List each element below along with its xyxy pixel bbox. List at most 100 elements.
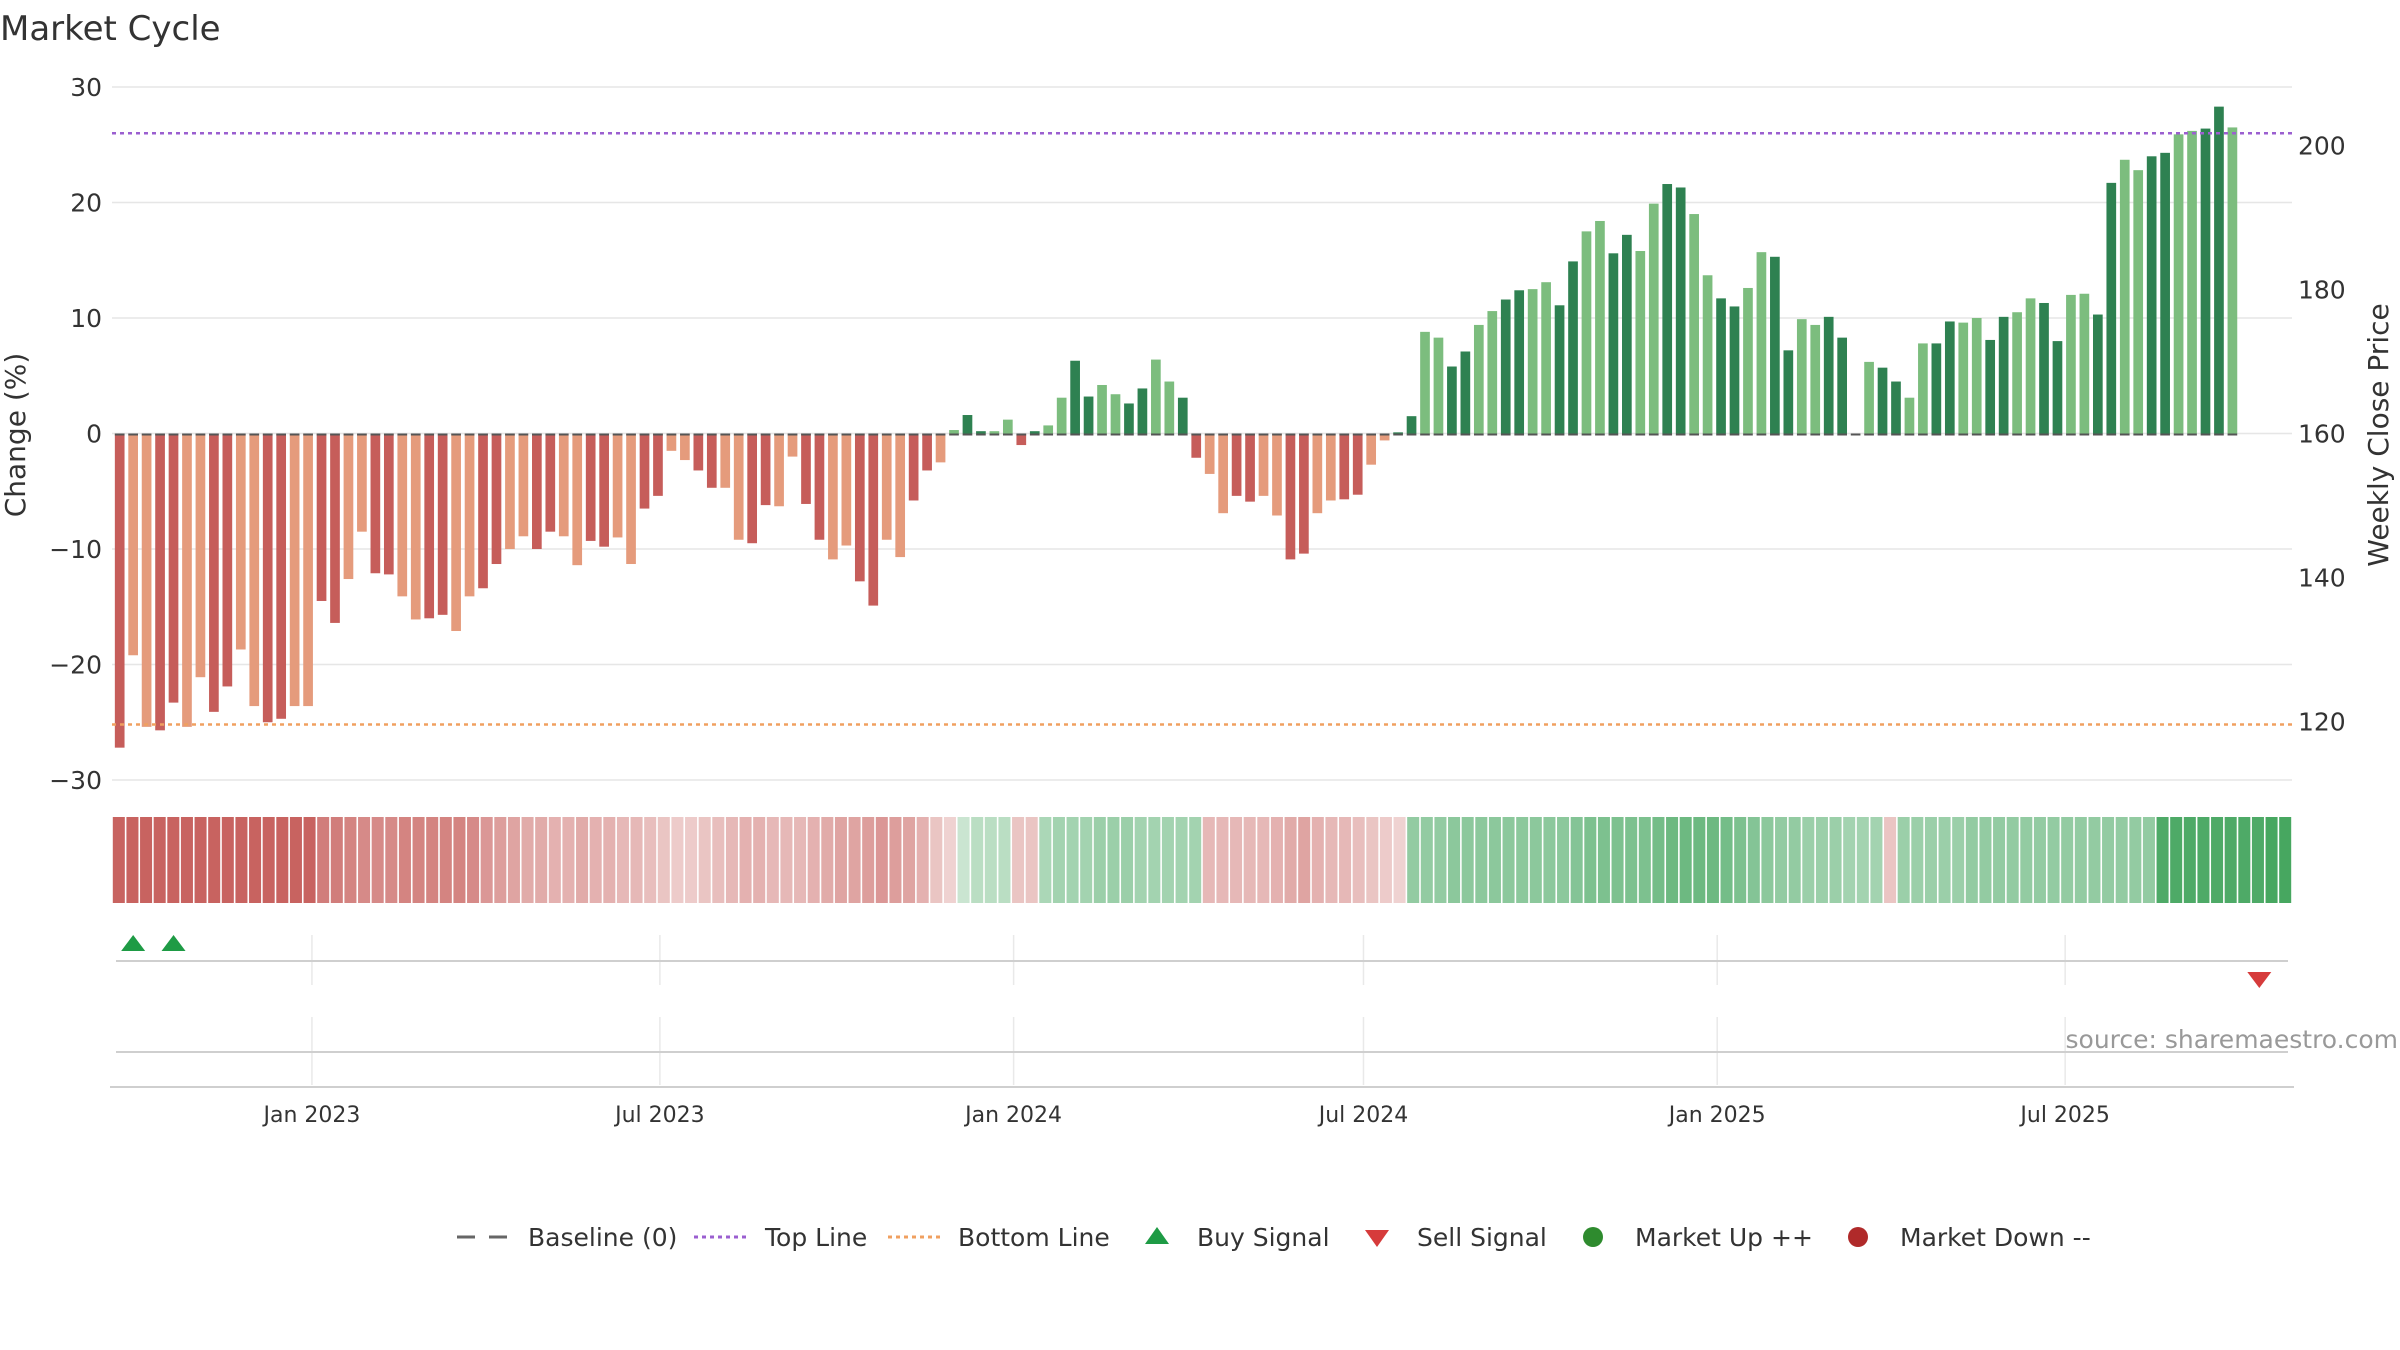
regime-cell bbox=[1884, 817, 1897, 903]
change-bar bbox=[1433, 337, 1444, 434]
regime-cell bbox=[1529, 817, 1542, 903]
change-bar bbox=[1366, 433, 1377, 465]
regime-cell bbox=[480, 817, 493, 903]
regime-cell bbox=[2251, 817, 2264, 903]
change-bar bbox=[1393, 432, 1403, 434]
left-y-axis: −30 −20 −10 0 10 20 30 bbox=[49, 73, 102, 795]
change-bar bbox=[626, 433, 636, 565]
change-bar bbox=[760, 433, 771, 506]
reference-lines bbox=[112, 131, 2292, 726]
change-bar bbox=[1231, 433, 1242, 496]
regime-cell bbox=[644, 817, 657, 903]
change-bar bbox=[1164, 381, 1175, 434]
regime-cell bbox=[862, 817, 875, 903]
change-bar bbox=[1325, 433, 1336, 501]
regime-cell bbox=[848, 817, 861, 903]
change-bar bbox=[1689, 214, 1699, 434]
change-bar bbox=[303, 433, 313, 707]
change-bar bbox=[1420, 331, 1430, 434]
regime-cell bbox=[2197, 817, 2210, 903]
regime-cell bbox=[1965, 817, 1978, 903]
regime-cell bbox=[1829, 817, 1842, 903]
sell-signal-marker bbox=[2247, 972, 2272, 988]
regime-cell bbox=[494, 817, 507, 903]
change-bar bbox=[1581, 231, 1592, 434]
change-bar bbox=[505, 433, 515, 549]
change-bar bbox=[1931, 343, 1942, 434]
change-bar bbox=[1796, 319, 1807, 434]
regime-cell bbox=[1557, 817, 1570, 903]
regime-cell bbox=[1066, 817, 1079, 903]
change-bar bbox=[1083, 396, 1094, 434]
regime-cell bbox=[943, 817, 956, 903]
regime-cell bbox=[1230, 817, 1243, 903]
change-bar bbox=[841, 433, 852, 546]
regime-cell bbox=[562, 817, 575, 903]
regime-cell bbox=[1652, 817, 1665, 903]
change-bar bbox=[195, 433, 206, 678]
change-bar bbox=[1756, 252, 1767, 434]
regime-cell bbox=[2020, 817, 2033, 903]
regime-cell bbox=[1189, 817, 1202, 903]
change-bar bbox=[1770, 256, 1780, 434]
change-bar bbox=[639, 433, 650, 509]
regime-cell bbox=[1339, 817, 1352, 903]
regime-cell bbox=[153, 817, 166, 903]
left-tick-label: 20 bbox=[70, 189, 102, 218]
change-bar bbox=[1514, 290, 1525, 434]
legend-circle-icon bbox=[1848, 1227, 1868, 1247]
regime-cell bbox=[507, 817, 520, 903]
regime-cell bbox=[2129, 817, 2142, 903]
change-bar bbox=[1944, 321, 1955, 434]
change-bar bbox=[1541, 282, 1551, 434]
change-bar bbox=[693, 433, 704, 471]
change-bar bbox=[1675, 187, 1686, 434]
x-tick-label: Jul 2024 bbox=[1317, 1103, 1409, 1128]
regime-cell bbox=[194, 817, 207, 903]
regime-cell bbox=[2102, 817, 2115, 903]
regime-cell bbox=[262, 817, 275, 903]
change-bar bbox=[1729, 306, 1740, 434]
regime-cell bbox=[2088, 817, 2101, 903]
change-bar bbox=[2119, 159, 2130, 434]
regime-cell bbox=[1638, 817, 1651, 903]
change-bar bbox=[599, 433, 609, 547]
regime-cell bbox=[971, 817, 984, 903]
regime-cell bbox=[1788, 817, 1801, 903]
change-bar bbox=[1783, 350, 1794, 434]
change-bar bbox=[1245, 433, 1255, 502]
buy-signal-marker bbox=[161, 935, 186, 951]
regime-cell bbox=[2279, 817, 2292, 903]
regime-cell bbox=[1597, 817, 1610, 903]
change-bar bbox=[235, 433, 246, 650]
regime-cell bbox=[794, 817, 807, 903]
change-bar bbox=[1662, 184, 1673, 434]
change-bar bbox=[1299, 433, 1309, 554]
change-bar bbox=[1702, 275, 1713, 434]
change-bar bbox=[1379, 433, 1390, 441]
change-bar bbox=[1487, 311, 1498, 434]
change-bar bbox=[1985, 339, 1996, 434]
regime-cell bbox=[589, 817, 602, 903]
regime-cell bbox=[126, 817, 139, 903]
change-bar bbox=[343, 433, 354, 580]
change-bar bbox=[209, 433, 219, 712]
x-tick-label: Jul 2023 bbox=[613, 1103, 705, 1128]
change-bar bbox=[155, 433, 165, 731]
regime-cell bbox=[1993, 817, 2006, 903]
regime-cell bbox=[1025, 817, 1038, 903]
change-bar bbox=[1097, 384, 1107, 434]
regime-cell bbox=[2061, 817, 2074, 903]
change-bar bbox=[1891, 381, 1901, 434]
regime-cell bbox=[371, 817, 384, 903]
regime-cell bbox=[1747, 817, 1760, 903]
regime-cell bbox=[112, 817, 125, 903]
right-tick-label: 200 bbox=[2298, 131, 2346, 160]
change-bar bbox=[572, 433, 583, 566]
change-bar bbox=[410, 433, 421, 620]
regime-cell bbox=[453, 817, 466, 903]
regime-cell bbox=[1148, 817, 1161, 903]
change-bar bbox=[141, 433, 152, 727]
regime-cell bbox=[426, 817, 439, 903]
